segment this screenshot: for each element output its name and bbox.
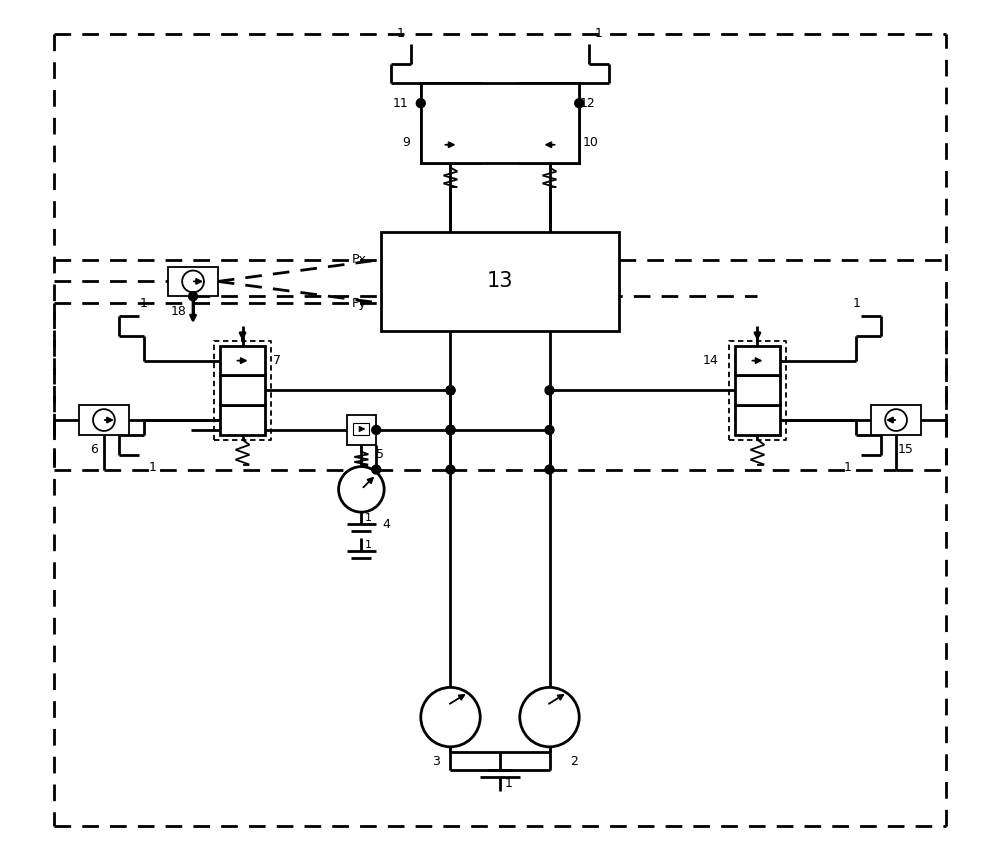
Bar bbox=[220, 346, 265, 376]
Text: 2: 2 bbox=[570, 755, 578, 768]
Bar bbox=[735, 376, 780, 405]
Circle shape bbox=[446, 465, 455, 474]
Bar bbox=[871, 405, 921, 435]
Bar bbox=[79, 405, 129, 435]
Circle shape bbox=[545, 465, 554, 474]
Text: 11: 11 bbox=[393, 97, 409, 110]
Bar bbox=[168, 267, 218, 297]
Bar bbox=[347, 415, 376, 445]
Circle shape bbox=[575, 99, 584, 108]
Bar bbox=[421, 83, 480, 123]
Bar bbox=[735, 405, 780, 435]
Text: 15: 15 bbox=[898, 443, 914, 456]
Bar bbox=[220, 376, 265, 405]
Circle shape bbox=[446, 386, 455, 394]
Circle shape bbox=[545, 386, 554, 394]
Text: 1: 1 bbox=[595, 27, 603, 40]
Bar bbox=[735, 346, 780, 376]
Circle shape bbox=[416, 99, 425, 108]
Bar bbox=[421, 123, 480, 162]
Text: 4: 4 bbox=[382, 518, 390, 530]
Text: 7: 7 bbox=[273, 354, 281, 367]
Circle shape bbox=[182, 270, 204, 292]
Circle shape bbox=[885, 409, 907, 431]
Text: 10: 10 bbox=[583, 136, 599, 150]
Text: 13: 13 bbox=[487, 271, 513, 292]
Text: 14: 14 bbox=[703, 354, 718, 367]
Bar bbox=[436, 128, 465, 157]
Text: 1: 1 bbox=[844, 461, 852, 474]
Text: 12: 12 bbox=[579, 97, 595, 110]
Text: 6: 6 bbox=[90, 443, 98, 456]
Circle shape bbox=[545, 426, 554, 434]
Text: 1: 1 bbox=[148, 461, 156, 474]
Bar bbox=[220, 405, 265, 435]
Bar bbox=[535, 128, 564, 157]
Text: Px: Px bbox=[351, 253, 366, 266]
Text: 18: 18 bbox=[170, 304, 186, 318]
Bar bbox=[421, 83, 579, 162]
Text: 5: 5 bbox=[376, 448, 384, 462]
Text: 1: 1 bbox=[397, 27, 405, 40]
Circle shape bbox=[446, 426, 455, 434]
Text: 1: 1 bbox=[364, 513, 371, 523]
Bar bbox=[520, 83, 579, 123]
Circle shape bbox=[189, 292, 197, 301]
Bar bbox=[353, 423, 369, 435]
Text: 1: 1 bbox=[140, 297, 147, 309]
Circle shape bbox=[339, 467, 384, 513]
Bar bbox=[520, 123, 579, 162]
Text: 9: 9 bbox=[402, 136, 410, 150]
Circle shape bbox=[372, 465, 381, 474]
Text: 1: 1 bbox=[853, 297, 860, 309]
Circle shape bbox=[446, 426, 455, 434]
Circle shape bbox=[520, 688, 579, 747]
Circle shape bbox=[446, 426, 455, 434]
Circle shape bbox=[421, 688, 480, 747]
Text: Py: Py bbox=[351, 297, 366, 309]
Bar bbox=[381, 232, 619, 331]
Circle shape bbox=[93, 409, 115, 431]
Text: 3: 3 bbox=[432, 755, 440, 768]
Circle shape bbox=[372, 426, 381, 434]
Circle shape bbox=[446, 386, 455, 394]
Text: 1: 1 bbox=[364, 540, 371, 550]
Text: 1: 1 bbox=[505, 777, 513, 790]
